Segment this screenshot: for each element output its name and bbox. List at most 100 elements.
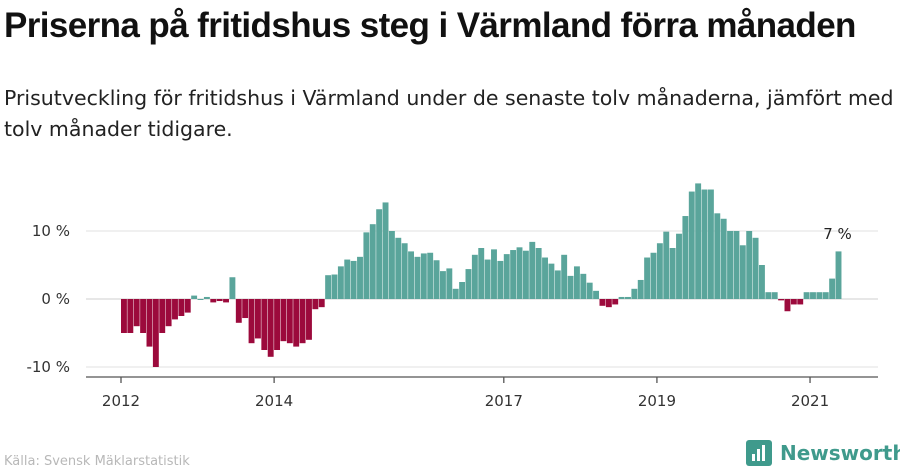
chart-title: Priserna på fritidshus steg i Värmland f… (4, 6, 856, 45)
bar (471, 254, 478, 299)
bar (223, 299, 229, 303)
bar (803, 292, 810, 299)
bar (714, 213, 721, 299)
bar (618, 296, 625, 299)
bar (612, 299, 619, 305)
bar (312, 299, 319, 310)
bar (446, 268, 453, 299)
bar (127, 299, 134, 333)
bar (644, 257, 651, 299)
bar (121, 299, 127, 333)
x-tick-label: 2019 (638, 392, 676, 410)
bar (146, 299, 153, 347)
bar (605, 299, 612, 308)
bar (625, 296, 631, 299)
bar (790, 299, 797, 305)
bar (580, 273, 587, 299)
bar (172, 299, 178, 320)
bar (688, 191, 695, 299)
bar (229, 277, 236, 299)
bar (286, 299, 293, 344)
bar (159, 299, 166, 333)
bars (121, 183, 842, 367)
bar (465, 269, 472, 299)
bar (197, 299, 204, 300)
bar (427, 252, 434, 299)
chart-subtitle: Prisutveckling för fritidshus i Värmland… (4, 86, 894, 141)
bar (727, 231, 733, 299)
bar (733, 231, 740, 299)
bar (784, 299, 791, 312)
bar (318, 299, 325, 308)
bar (663, 231, 670, 299)
bar (720, 218, 727, 299)
bar (242, 299, 249, 319)
bar (599, 299, 606, 306)
bar (235, 299, 242, 323)
bar (810, 292, 816, 299)
y-axis-ticks: 10 % 0 % -10 % (26, 222, 70, 376)
newsworthy-logo[interactable]: Newsworthy (746, 440, 900, 466)
bar (344, 259, 351, 299)
bar (401, 243, 408, 299)
bar (510, 250, 517, 299)
bar (529, 241, 536, 299)
bar (835, 251, 842, 299)
bar (140, 299, 147, 333)
bar (191, 295, 198, 299)
bar (433, 260, 440, 299)
bar (306, 299, 312, 340)
y-tick-label: 0 % (41, 290, 70, 308)
bar (656, 243, 663, 299)
bar (363, 232, 370, 299)
x-tick-label: 2014 (255, 392, 293, 410)
bar (542, 257, 548, 299)
bar (478, 248, 485, 299)
bar (567, 275, 574, 299)
bar (299, 299, 306, 344)
bar (765, 292, 772, 299)
last-value-label: 7 % (823, 225, 852, 243)
bar (165, 299, 172, 327)
bar (491, 249, 497, 299)
bar (669, 248, 676, 299)
bar (388, 231, 395, 299)
bar (325, 275, 332, 299)
bar (382, 202, 389, 299)
source-note: Källa: Svensk Mäklarstatistik (4, 454, 190, 469)
newsworthy-bars-icon (746, 440, 772, 466)
bar (548, 263, 555, 299)
bar (650, 252, 657, 299)
bar (746, 231, 753, 299)
bar (178, 299, 185, 316)
bar (216, 299, 223, 302)
bar (484, 259, 491, 299)
bar (822, 292, 829, 299)
bar (682, 216, 689, 299)
bar (408, 251, 414, 299)
bar (261, 299, 268, 350)
bar (254, 299, 261, 339)
bar (522, 250, 529, 299)
bar (152, 299, 159, 367)
x-tick-label: 2021 (791, 392, 829, 410)
bar (503, 254, 510, 299)
bar (331, 274, 338, 299)
bar (414, 256, 421, 299)
bar (210, 299, 217, 303)
bar (350, 260, 357, 299)
bar (369, 224, 376, 299)
bar (561, 254, 568, 299)
bar (267, 299, 274, 357)
bar (586, 282, 593, 299)
bar (376, 209, 383, 299)
bar (797, 299, 804, 305)
bar (707, 189, 714, 299)
bar (184, 299, 191, 313)
bar (248, 299, 255, 344)
bar (395, 237, 402, 299)
bar (637, 279, 644, 299)
bar (631, 288, 638, 299)
bar (752, 237, 759, 299)
